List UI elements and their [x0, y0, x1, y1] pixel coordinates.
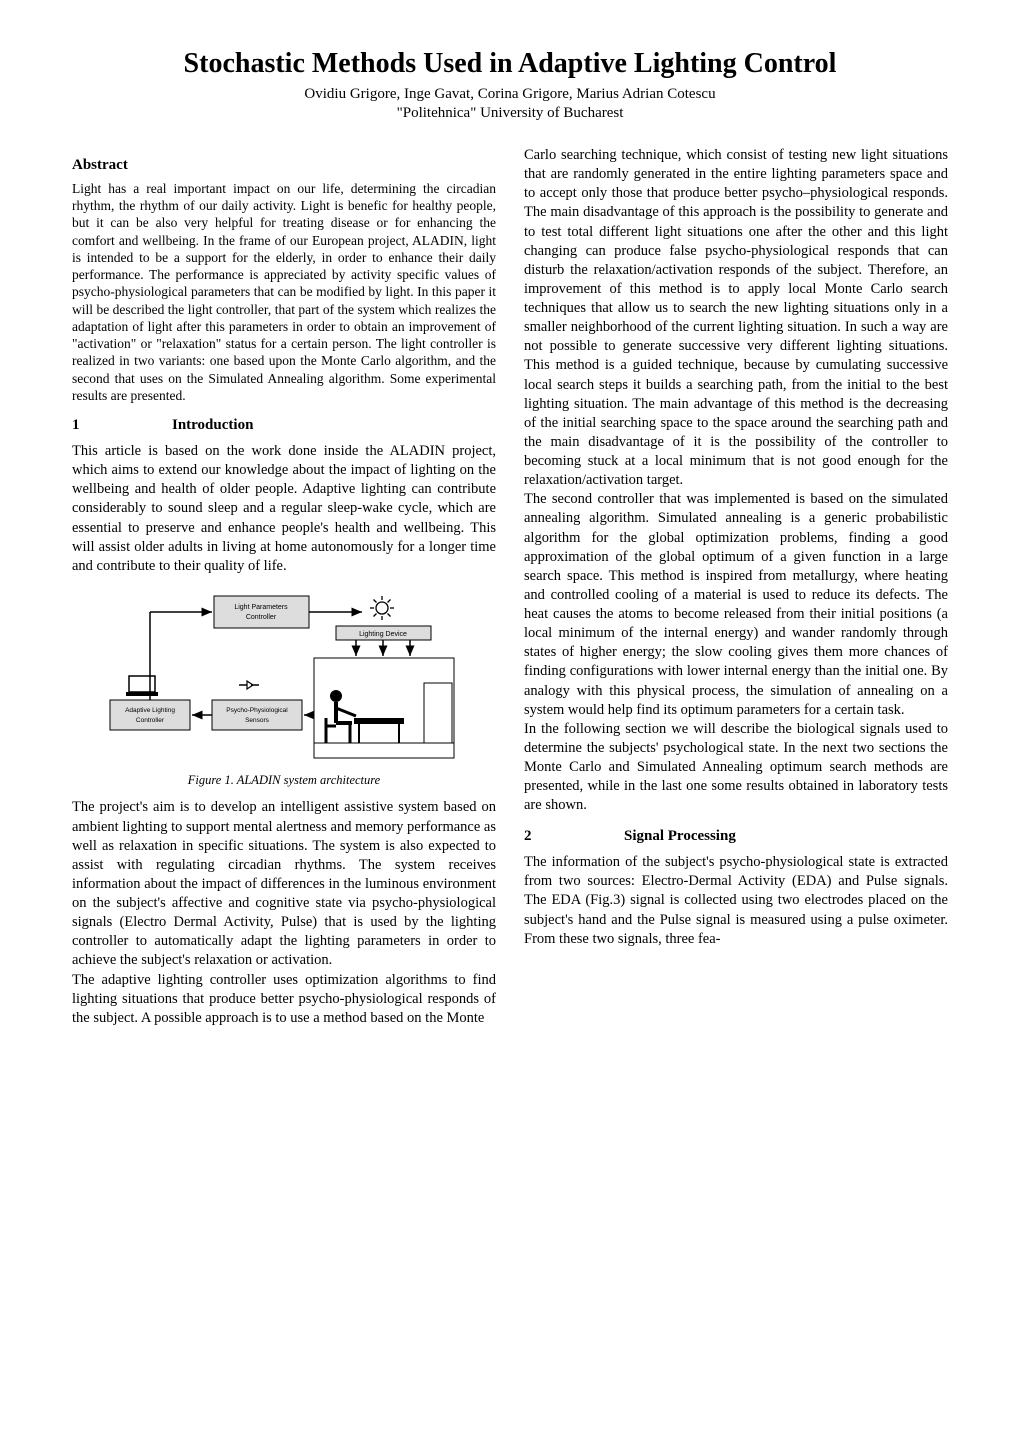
figure-1-svg: Light Parameters Controller L [104, 588, 464, 768]
section-2-heading: 2 Signal Processing [524, 827, 948, 847]
paper-title: Stochastic Methods Used in Adaptive Ligh… [72, 48, 948, 80]
right-paragraph-1: Carlo searching technique, which consist… [524, 146, 948, 490]
svg-text:Light Parameters: Light Parameters [234, 604, 288, 611]
figure-1-caption: Figure 1. ALADIN system architecture [72, 772, 496, 789]
affiliation-line: "Politehnica" University of Bucharest [72, 105, 948, 122]
section-2-number: 2 [524, 827, 624, 847]
authors-line: Ovidiu Grigore, Inge Gavat, Corina Grigo… [72, 86, 948, 103]
section-1-title: Introduction [172, 416, 253, 436]
right-paragraph-2: The second controller that was implement… [524, 490, 948, 720]
intro-paragraph-3: The adaptive lighting controller uses op… [72, 971, 496, 1028]
right-column: Carlo searching technique, which consist… [524, 146, 948, 1028]
two-column-layout: Abstract Light has a real important impa… [72, 146, 948, 1028]
section-2-paragraph-1: The information of the subject's psycho-… [524, 853, 948, 949]
intro-paragraph-1: This article is based on the work done i… [72, 442, 496, 576]
abstract-body: Light has a real important impact on our… [72, 180, 496, 404]
abstract-heading: Abstract [72, 156, 496, 176]
svg-text:Adaptive Lighting: Adaptive Lighting [125, 707, 175, 714]
section-1-heading: 1 Introduction [72, 416, 496, 436]
svg-text:Controller: Controller [136, 717, 165, 724]
section-1-number: 1 [72, 416, 172, 436]
svg-text:Sensors: Sensors [245, 717, 270, 724]
left-column: Abstract Light has a real important impa… [72, 146, 496, 1028]
right-paragraph-3: In the following section we will describ… [524, 720, 948, 816]
svg-text:Lighting Device: Lighting Device [359, 631, 407, 638]
figure-1: Light Parameters Controller L [104, 588, 464, 768]
section-2-title: Signal Processing [624, 827, 736, 847]
svg-text:Controller: Controller [246, 614, 277, 621]
svg-text:Psycho-Physiological: Psycho-Physiological [226, 707, 288, 714]
intro-paragraph-2: The project's aim is to develop an intel… [72, 798, 496, 970]
